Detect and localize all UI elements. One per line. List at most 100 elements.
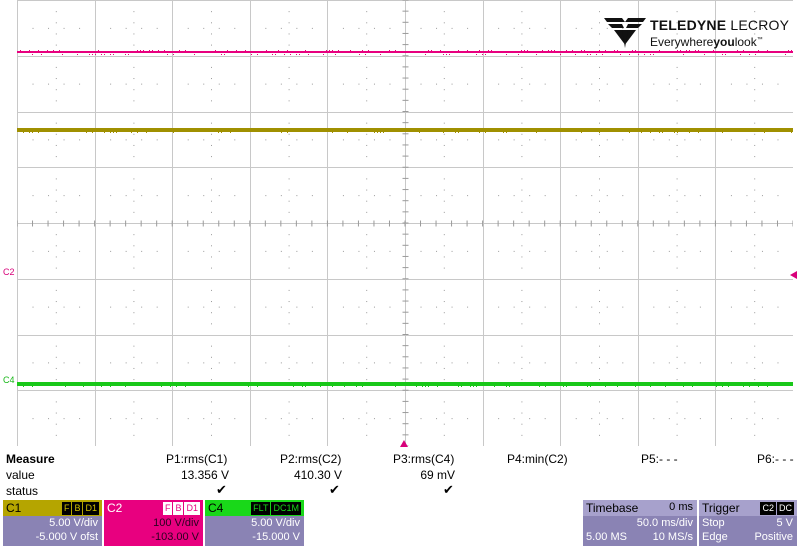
grid-dot <box>366 66 368 68</box>
c1-trace-noise <box>479 132 480 133</box>
grid-dot <box>668 195 670 197</box>
grid-dot <box>55 267 57 269</box>
c4-offset-marker[interactable]: C4 <box>3 375 15 385</box>
grid-dot <box>63 195 65 197</box>
grid-dot <box>521 133 523 135</box>
param-p4-header[interactable]: P4:min(C2) <box>507 452 568 466</box>
grid-dot <box>389 139 391 141</box>
grid-dot <box>529 27 531 29</box>
grid-dot <box>521 245 523 247</box>
grid-dot <box>288 356 290 358</box>
c1-trace-noise <box>71 128 72 129</box>
c2-trace-noise <box>221 54 222 55</box>
c4-trace-noise <box>128 382 129 383</box>
timebase-delay: 0 ms <box>669 501 693 513</box>
c4-trace-noise <box>773 382 774 383</box>
c2-descriptor-header: C2 F B D1 <box>104 500 203 546</box>
grid-dot <box>133 89 135 91</box>
grid-dot <box>133 178 135 180</box>
grid-dot <box>389 362 391 364</box>
grid-dot <box>443 234 445 236</box>
param-p2-header[interactable]: P2:rms(C2) <box>280 452 342 466</box>
c1-trace-noise <box>206 128 207 129</box>
grid-dot <box>133 267 135 269</box>
param-p6-header[interactable]: P6:- - - <box>757 452 794 466</box>
grid-dot <box>443 122 445 124</box>
grid-dot <box>133 11 135 13</box>
c2-trace-noise <box>632 50 633 51</box>
grid-dot <box>521 356 523 358</box>
c1-trace-noise <box>74 128 75 129</box>
c2-trace-noise <box>743 50 744 51</box>
grid-dot <box>754 234 756 236</box>
grid-dot <box>676 200 678 202</box>
grid-dot <box>420 83 422 85</box>
c2-trace-noise <box>179 50 180 51</box>
grid-dot <box>288 78 290 80</box>
c1-descriptor[interactable]: C1 F B D1 5.00 V/div -5.000 V ofst <box>3 500 102 546</box>
c2-trace-noise <box>635 50 636 51</box>
grid-dot <box>389 27 391 29</box>
c4-trace-noise <box>470 386 471 387</box>
c4-trace-noise <box>665 386 666 387</box>
c2-offset-marker[interactable]: C2 <box>3 267 15 277</box>
c4-trace-noise <box>473 386 474 387</box>
grid-dot <box>48 195 50 197</box>
c4-trace-noise <box>509 386 510 387</box>
grid-dot <box>110 418 112 420</box>
grid-dot <box>211 66 212 68</box>
grid-dot <box>55 245 57 247</box>
grid-dot <box>521 412 523 414</box>
grid-dot <box>280 306 282 308</box>
grid-dot <box>218 195 220 197</box>
grid-dot <box>133 423 135 425</box>
grid-dot <box>443 78 445 80</box>
c2-trace-noise <box>599 50 600 51</box>
c1-trace-noise <box>113 132 114 133</box>
trigger-position-arrow-icon[interactable] <box>400 440 408 447</box>
c4-trace <box>17 382 793 386</box>
c2-trace-noise <box>395 50 396 51</box>
grid-dot <box>79 418 81 420</box>
measure-table[interactable]: Measure value status P1:rms(C1) 13.356 V… <box>0 452 800 498</box>
trigger-level-arrow-icon[interactable] <box>790 271 797 279</box>
grid-dot <box>622 83 624 85</box>
grid-dot <box>599 33 600 35</box>
grid-dot <box>358 195 360 197</box>
param-p1-header[interactable]: P1:rms(C1) <box>166 452 228 466</box>
grid-dot <box>754 200 756 202</box>
c1-trace-noise <box>503 132 504 133</box>
c2-descriptor[interactable]: C2 F B D1 100 V/div -103.00 V <box>104 500 203 546</box>
c4-trace-noise <box>194 382 195 383</box>
c4-trace-noise <box>464 382 465 383</box>
grid-dot <box>133 78 135 80</box>
grid-dot <box>358 250 360 252</box>
grid-dot <box>676 289 678 291</box>
c1-trace-noise <box>164 128 165 129</box>
grid-dot <box>373 306 375 308</box>
grid-dot <box>443 401 445 403</box>
c4-descriptor[interactable]: C4 FLT DC1M 5.00 V/div -15.000 V <box>205 500 304 546</box>
grid-dot <box>443 200 445 202</box>
c4-trace-noise <box>494 386 495 387</box>
c2-trace-noise <box>680 50 681 51</box>
c2-trace-noise <box>143 50 144 51</box>
teledyne-lecroy-logo: TELEDYNE LECROY Everywhereyoulook™ <box>604 14 794 50</box>
grid-dot <box>211 11 212 13</box>
grid-dot <box>366 301 368 303</box>
waveform-grid[interactable] <box>17 0 793 446</box>
param-p5-header[interactable]: P5:- - - <box>641 452 678 466</box>
c4-trace-noise <box>374 382 375 383</box>
grid-dot <box>211 412 212 414</box>
grid-dot <box>443 44 445 46</box>
trigger-descriptor[interactable]: Trigger C2 DC Stop 5 V Edge Positive <box>699 500 797 546</box>
c2-trace-noise <box>104 54 105 55</box>
grid-dot <box>133 289 135 291</box>
grid-dot <box>366 189 368 191</box>
c2-trace-noise <box>683 54 684 55</box>
param-p3-header[interactable]: P3:rms(C4) <box>393 452 455 466</box>
grid-dot <box>288 434 290 436</box>
timebase-descriptor[interactable]: Timebase 0 ms 50.0 ms/div 5.00 MS 10 MS/… <box>583 500 697 546</box>
c4-trace-noise <box>683 386 684 387</box>
grid-dot <box>311 418 313 420</box>
